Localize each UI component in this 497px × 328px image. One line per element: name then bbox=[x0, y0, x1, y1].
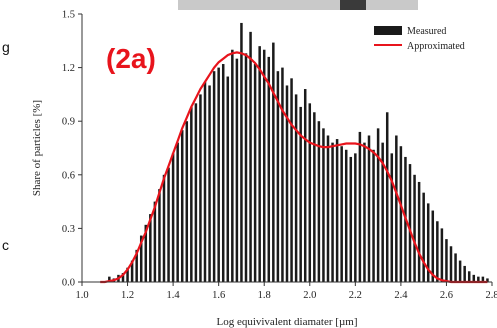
top-photo-dark bbox=[340, 0, 366, 10]
y-tick-label: 1.5 bbox=[62, 10, 75, 21]
x-tick-label: 2.8 bbox=[485, 290, 497, 301]
bar bbox=[272, 43, 275, 282]
x-tick-label: 2.2 bbox=[349, 290, 362, 301]
bar bbox=[304, 89, 307, 282]
bar bbox=[295, 94, 298, 282]
bar bbox=[263, 50, 266, 282]
bar bbox=[268, 57, 271, 282]
bar bbox=[281, 68, 284, 282]
bar bbox=[345, 150, 348, 282]
bar bbox=[391, 153, 394, 282]
panel-label: (2a) bbox=[106, 43, 156, 74]
bar bbox=[336, 139, 339, 282]
bar bbox=[413, 175, 416, 282]
bar bbox=[386, 112, 389, 282]
edge-letter-bottom: c bbox=[2, 237, 9, 253]
bar bbox=[368, 135, 371, 282]
y-axis-title: Share of particles [%] bbox=[31, 100, 43, 196]
y-tick-label: 1.2 bbox=[62, 63, 75, 74]
bar bbox=[450, 246, 453, 282]
x-tick-label: 2.6 bbox=[440, 290, 453, 301]
bar bbox=[454, 253, 457, 282]
x-tick-label: 1.4 bbox=[167, 290, 181, 301]
bar bbox=[163, 175, 166, 282]
bar bbox=[340, 146, 343, 282]
measured-bars bbox=[108, 23, 489, 282]
bar bbox=[436, 221, 439, 282]
bar bbox=[213, 71, 216, 282]
bar bbox=[240, 23, 243, 282]
bar bbox=[290, 78, 293, 282]
bar bbox=[154, 202, 157, 282]
bar bbox=[422, 193, 425, 282]
x-tick-label: 1.0 bbox=[75, 290, 88, 301]
bar bbox=[468, 271, 471, 282]
bar bbox=[322, 128, 325, 282]
bar bbox=[195, 103, 198, 282]
legend: Measured Approximated bbox=[374, 26, 465, 52]
y-tick-label: 0.6 bbox=[62, 170, 75, 181]
bar bbox=[231, 50, 234, 282]
top-photo-band bbox=[178, 0, 418, 10]
bar bbox=[167, 168, 170, 282]
bar bbox=[158, 189, 161, 282]
legend-label-measured: Measured bbox=[407, 26, 446, 37]
bar bbox=[258, 46, 261, 282]
bar bbox=[227, 77, 230, 282]
bar bbox=[463, 266, 466, 282]
bar bbox=[459, 261, 462, 282]
x-tick-label: 2.0 bbox=[303, 290, 316, 301]
bar bbox=[327, 135, 330, 282]
legend-swatch-measured bbox=[374, 26, 402, 35]
bar bbox=[236, 59, 239, 282]
bar bbox=[409, 164, 412, 282]
bar bbox=[331, 143, 334, 282]
x-axis-title: Log equivivalent diamater [µm] bbox=[216, 316, 357, 328]
legend-label-approximated: Approximated bbox=[407, 41, 465, 52]
bar bbox=[176, 143, 179, 282]
bar bbox=[204, 82, 207, 282]
bar bbox=[217, 68, 220, 282]
bar bbox=[249, 32, 252, 282]
bar bbox=[199, 94, 202, 282]
bar bbox=[222, 64, 225, 282]
bar bbox=[354, 153, 357, 282]
bar bbox=[186, 121, 189, 282]
bar bbox=[254, 64, 257, 282]
bar bbox=[372, 150, 375, 282]
bar bbox=[245, 53, 248, 282]
bar bbox=[190, 107, 193, 282]
bar bbox=[418, 182, 421, 282]
y-tick-label: 0.0 bbox=[62, 278, 75, 289]
y-tick-label: 0.3 bbox=[62, 224, 75, 235]
bar bbox=[208, 85, 211, 282]
bar bbox=[172, 153, 175, 282]
bar bbox=[395, 135, 398, 282]
bar bbox=[377, 128, 380, 282]
bar bbox=[400, 146, 403, 282]
bar bbox=[432, 211, 435, 282]
x-tick-label: 1.2 bbox=[121, 290, 134, 301]
bar bbox=[359, 132, 362, 282]
x-tick-label: 2.4 bbox=[394, 290, 408, 301]
edge-letter-top: g bbox=[2, 39, 10, 55]
y-tick-label: 0.9 bbox=[62, 117, 75, 128]
bar bbox=[350, 157, 353, 282]
x-tick-label: 1.8 bbox=[258, 290, 271, 301]
x-tick-label: 1.6 bbox=[212, 290, 225, 301]
bar bbox=[313, 112, 316, 282]
bar bbox=[363, 143, 366, 282]
bar bbox=[441, 228, 444, 282]
bar bbox=[181, 130, 184, 282]
bar bbox=[445, 239, 448, 282]
bar bbox=[309, 103, 312, 282]
